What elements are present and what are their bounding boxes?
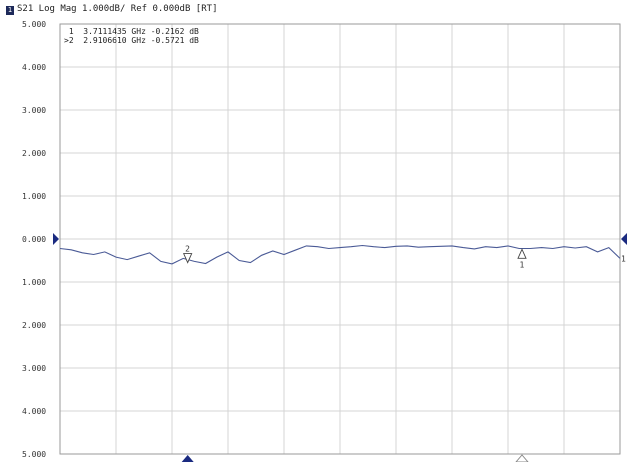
marker-readout-row: >2 2.9106610 GHz -0.5721 dB <box>64 36 199 45</box>
ref-level-marker-left[interactable] <box>53 233 59 245</box>
marker-1-triangle[interactable] <box>517 248 527 259</box>
y-tick-label: 2.000 <box>22 149 46 158</box>
y-tick-label: 4.000 <box>22 63 46 72</box>
y-tick-label: 0.000 <box>22 235 46 244</box>
ref-marker-label: 1 <box>621 254 626 263</box>
plot-frame <box>59 23 621 455</box>
y-tick-label: 5.000 <box>22 20 46 29</box>
y-tick-label: 3.000 <box>22 364 46 373</box>
marker-1-stimulus-indicator[interactable] <box>515 454 529 462</box>
marker-2-stimulus-indicator[interactable] <box>181 455 194 462</box>
channel-header: 1 S21 Log Mag 1.000dB/ Ref 0.000dB [RT] <box>6 3 217 15</box>
y-tick-label: 2.000 <box>22 321 46 330</box>
y-tick-label: 4.000 <box>22 407 46 416</box>
marker-2-label: 2 <box>185 245 190 254</box>
marker-1-label: 1 <box>520 260 525 269</box>
trace-line <box>59 244 621 265</box>
y-tick-label: 1.000 <box>22 278 46 287</box>
y-tick-label: 3.000 <box>22 106 46 115</box>
y-tick-label: 1.000 <box>22 192 46 201</box>
y-tick-label: 5.000 <box>22 450 46 459</box>
channel-badge[interactable]: 1 <box>6 6 14 15</box>
trace-title: S21 Log Mag 1.000dB/ Ref 0.000dB [RT] <box>17 4 218 14</box>
ref-level-marker-right[interactable] <box>621 233 627 245</box>
marker-readout-row: 1 3.7111435 GHz -0.2162 dB <box>64 27 199 36</box>
marker-2-triangle[interactable] <box>182 253 193 264</box>
